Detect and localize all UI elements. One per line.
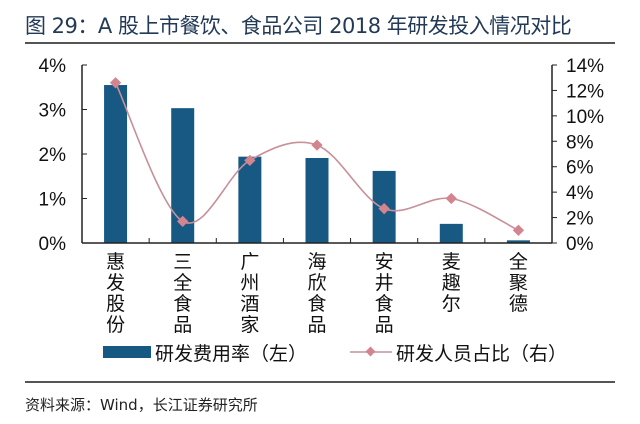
- category-char: 三: [173, 251, 192, 273]
- left-tick-label: 1%: [39, 190, 67, 211]
- category-char: 全: [509, 251, 528, 273]
- chart-title: 图 29：A 股上市餐饮、食品公司 2018 年研发投入情况对比: [25, 14, 572, 38]
- category-char: 酒: [240, 293, 259, 315]
- category-char: 发: [106, 272, 125, 294]
- right-tick-label: 12%: [566, 81, 604, 102]
- bar-7: [506, 240, 530, 243]
- category-char: 尔: [442, 293, 461, 315]
- bar-1: [104, 85, 128, 244]
- footer-divider: [25, 381, 615, 383]
- left-tick-label: 3%: [39, 101, 67, 122]
- category-char: 全: [173, 272, 192, 294]
- category-char: 州: [240, 272, 259, 294]
- category-char: 麦: [442, 251, 461, 273]
- category-char: 海: [307, 251, 326, 273]
- bar-3: [238, 156, 262, 243]
- category-char: 品: [307, 314, 326, 336]
- category-char: 安: [375, 251, 394, 273]
- right-tick-label: 2%: [566, 209, 594, 230]
- line-point-2: [177, 215, 189, 228]
- bar-6: [439, 223, 463, 243]
- category-char: 井: [375, 272, 394, 294]
- category-char: 趣: [442, 272, 461, 294]
- left-tick-label: 2%: [39, 145, 67, 166]
- line-point-3: [244, 154, 256, 167]
- right-tick-label: 0%: [566, 234, 594, 255]
- legend-bar-swatch: [103, 346, 151, 358]
- right-tick-label: 10%: [566, 107, 604, 128]
- category-char: 食: [173, 293, 192, 315]
- right-tick-label: 4%: [566, 183, 594, 204]
- right-tick-label: 8%: [566, 132, 594, 153]
- bar-2: [171, 108, 195, 243]
- category-char: 食: [307, 293, 326, 315]
- line-point-5: [378, 203, 390, 215]
- bar-4: [305, 158, 329, 243]
- line-point-4: [311, 139, 323, 151]
- category-char: 份: [106, 314, 125, 336]
- left-tick-label: 4%: [39, 56, 67, 77]
- category-char: 品: [173, 314, 192, 336]
- title-divider: [25, 42, 615, 44]
- category-char: 广: [240, 251, 259, 273]
- category-char: 股: [106, 293, 125, 315]
- right-tick-label: 14%: [566, 56, 604, 77]
- category-label: 全聚德: [509, 251, 528, 315]
- category-char: 聚: [509, 272, 528, 294]
- category-char: 食: [375, 293, 394, 315]
- legend-line-label: 研发人员占比（右）: [396, 343, 567, 365]
- right-tick-label: 6%: [566, 158, 594, 179]
- line-point-7: [512, 224, 525, 236]
- category-char: 家: [240, 314, 259, 336]
- legend-line-marker: [365, 346, 376, 357]
- category-char: 德: [509, 293, 528, 315]
- category-char: 欣: [307, 272, 326, 294]
- line-point-6: [445, 192, 457, 205]
- category-label: 麦趣尔: [442, 251, 461, 315]
- legend-bar-label: 研发费用率（左）: [155, 343, 307, 365]
- category-char: 惠: [106, 251, 125, 273]
- category-char: 品: [375, 314, 394, 336]
- left-tick-label: 0%: [39, 234, 67, 255]
- source-note: 资料来源：Wind，长江证券研究所: [25, 396, 258, 414]
